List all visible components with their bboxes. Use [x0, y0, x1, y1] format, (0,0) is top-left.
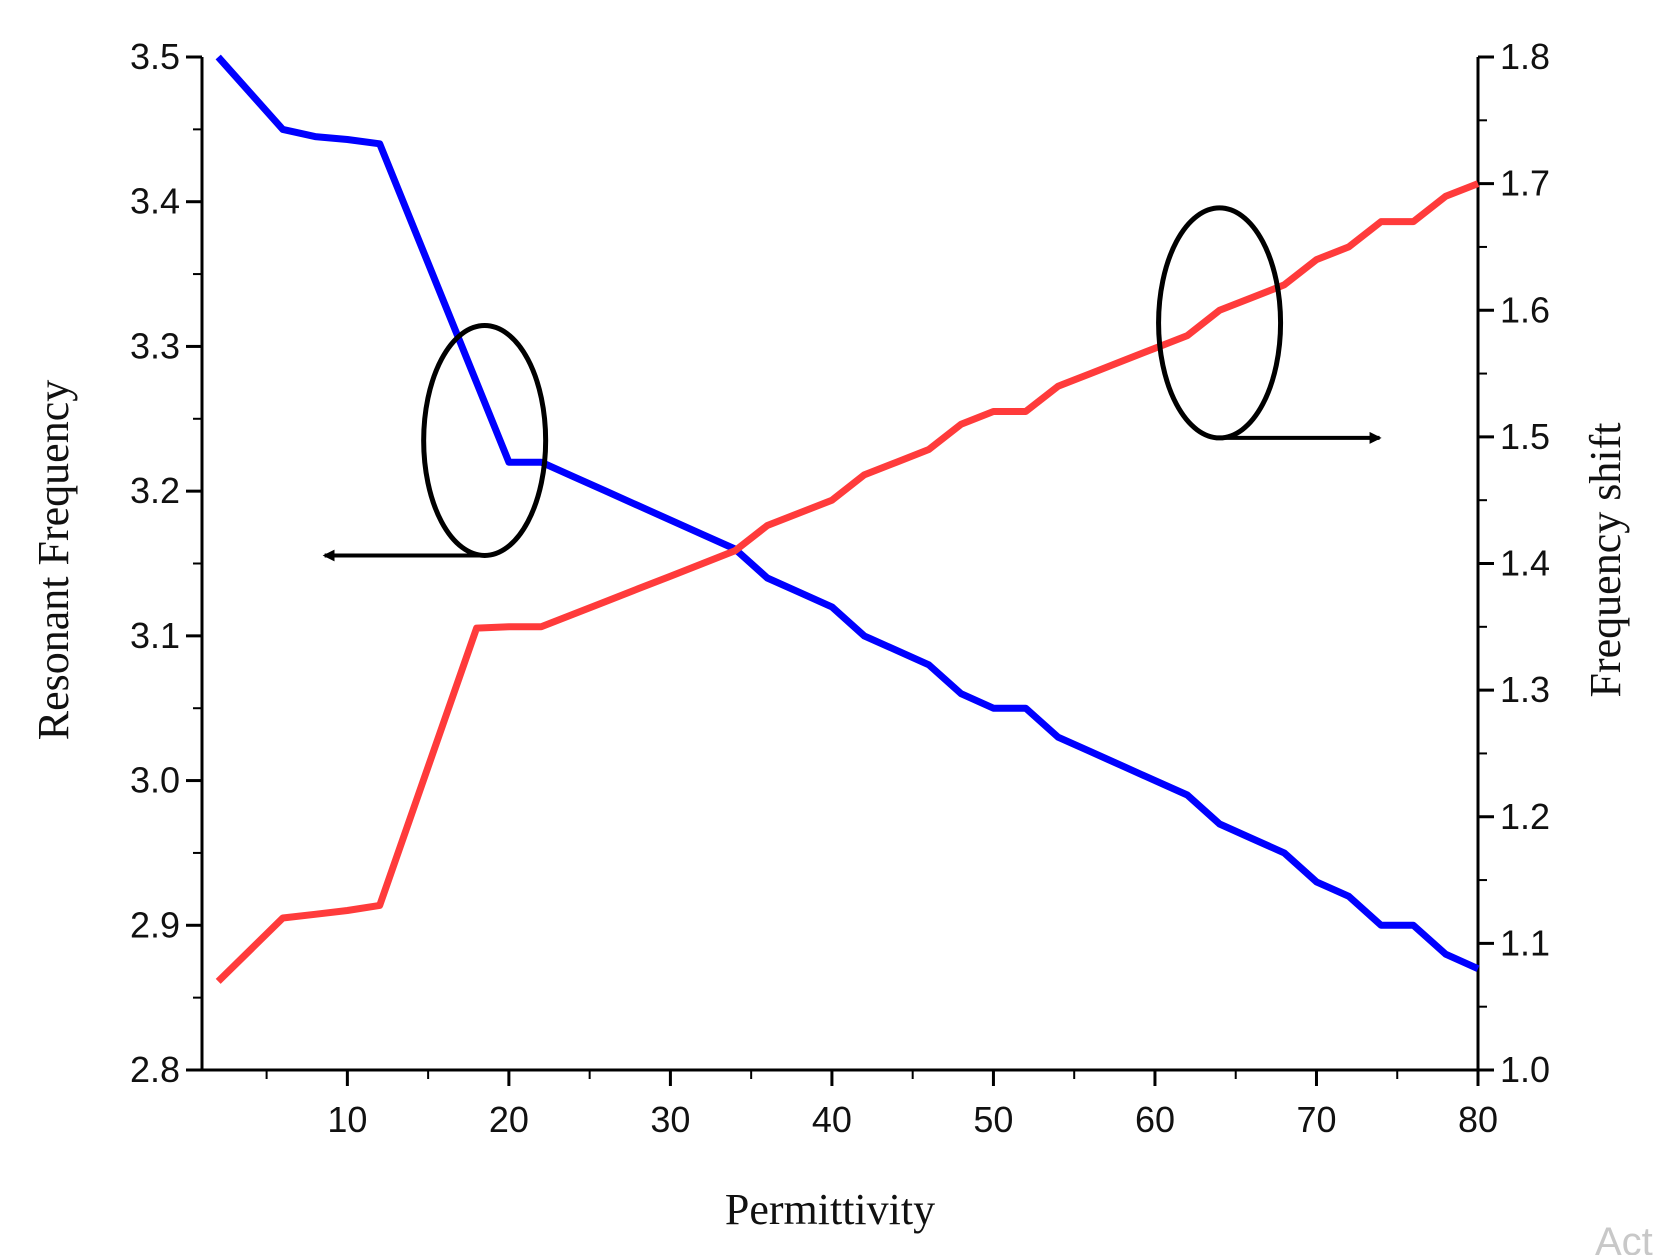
y-right-tick-label-1.5: 1.5 [1500, 416, 1550, 457]
x-tick-label-80: 80 [1458, 1099, 1498, 1140]
x-tick-label-70: 70 [1296, 1099, 1336, 1140]
annotation-ellipse-left [421, 322, 549, 558]
x-axis: 10 20 30 40 50 60 70 80 [265, 1070, 1498, 1140]
y-left-tick-label-3.0: 3.0 [130, 760, 180, 801]
y-right-tick-label-1.6: 1.6 [1500, 289, 1550, 330]
y-left-tick-label-2.9: 2.9 [130, 904, 180, 945]
series-line-frequency-shift [215, 180, 1480, 984]
y-right-tick-label-1.8: 1.8 [1500, 36, 1550, 77]
y-right-tick-label-1.7: 1.7 [1500, 163, 1550, 204]
y-right-tick-label-1.2: 1.2 [1500, 796, 1550, 837]
x-axis-title: Permittivity [725, 1185, 935, 1234]
y-right-tick-label-1.4: 1.4 [1500, 543, 1550, 584]
y-axis-right: 1.0 1.1 1.2 1.3 1.4 1.5 1.6 1.7 1.8 [1478, 36, 1550, 1090]
annotation-layer [322, 205, 1382, 562]
x-tick-label-60: 60 [1135, 1099, 1175, 1140]
y-right-tick-label-1.3: 1.3 [1500, 669, 1550, 710]
plot-frame [200, 57, 1480, 1072]
y-left-tick-label-3.1: 3.1 [130, 615, 180, 656]
series-layer [215, 54, 1480, 984]
watermark-text: Act [1595, 1220, 1653, 1255]
y-axis-right-title: Frequency shift [1581, 423, 1630, 698]
y-left-tick-label-3.4: 3.4 [130, 181, 180, 222]
y-left-tick-label-3.5: 3.5 [130, 36, 180, 77]
y-left-tick-label-3.3: 3.3 [130, 325, 180, 366]
y-axis-left-title: Resonant Frequency [29, 380, 78, 740]
x-tick-label-10: 10 [327, 1099, 367, 1140]
x-tick-label-20: 20 [489, 1099, 529, 1140]
y-axis-left: 2.8 2.9 3.0 3.1 3.2 3.3 3.4 3.5 [130, 36, 202, 1090]
y-left-tick-label-2.8: 2.8 [130, 1049, 180, 1090]
annotation-ellipse-right [1156, 205, 1284, 441]
x-tick-label-40: 40 [812, 1099, 852, 1140]
y-left-tick-label-3.2: 3.2 [130, 470, 180, 511]
x-tick-label-50: 50 [973, 1099, 1013, 1140]
y-right-tick-label-1.1: 1.1 [1500, 922, 1550, 963]
series-line-resonant-frequency [215, 54, 1480, 972]
x-tick-label-30: 30 [650, 1099, 690, 1140]
y-right-tick-label-1.0: 1.0 [1500, 1049, 1550, 1090]
